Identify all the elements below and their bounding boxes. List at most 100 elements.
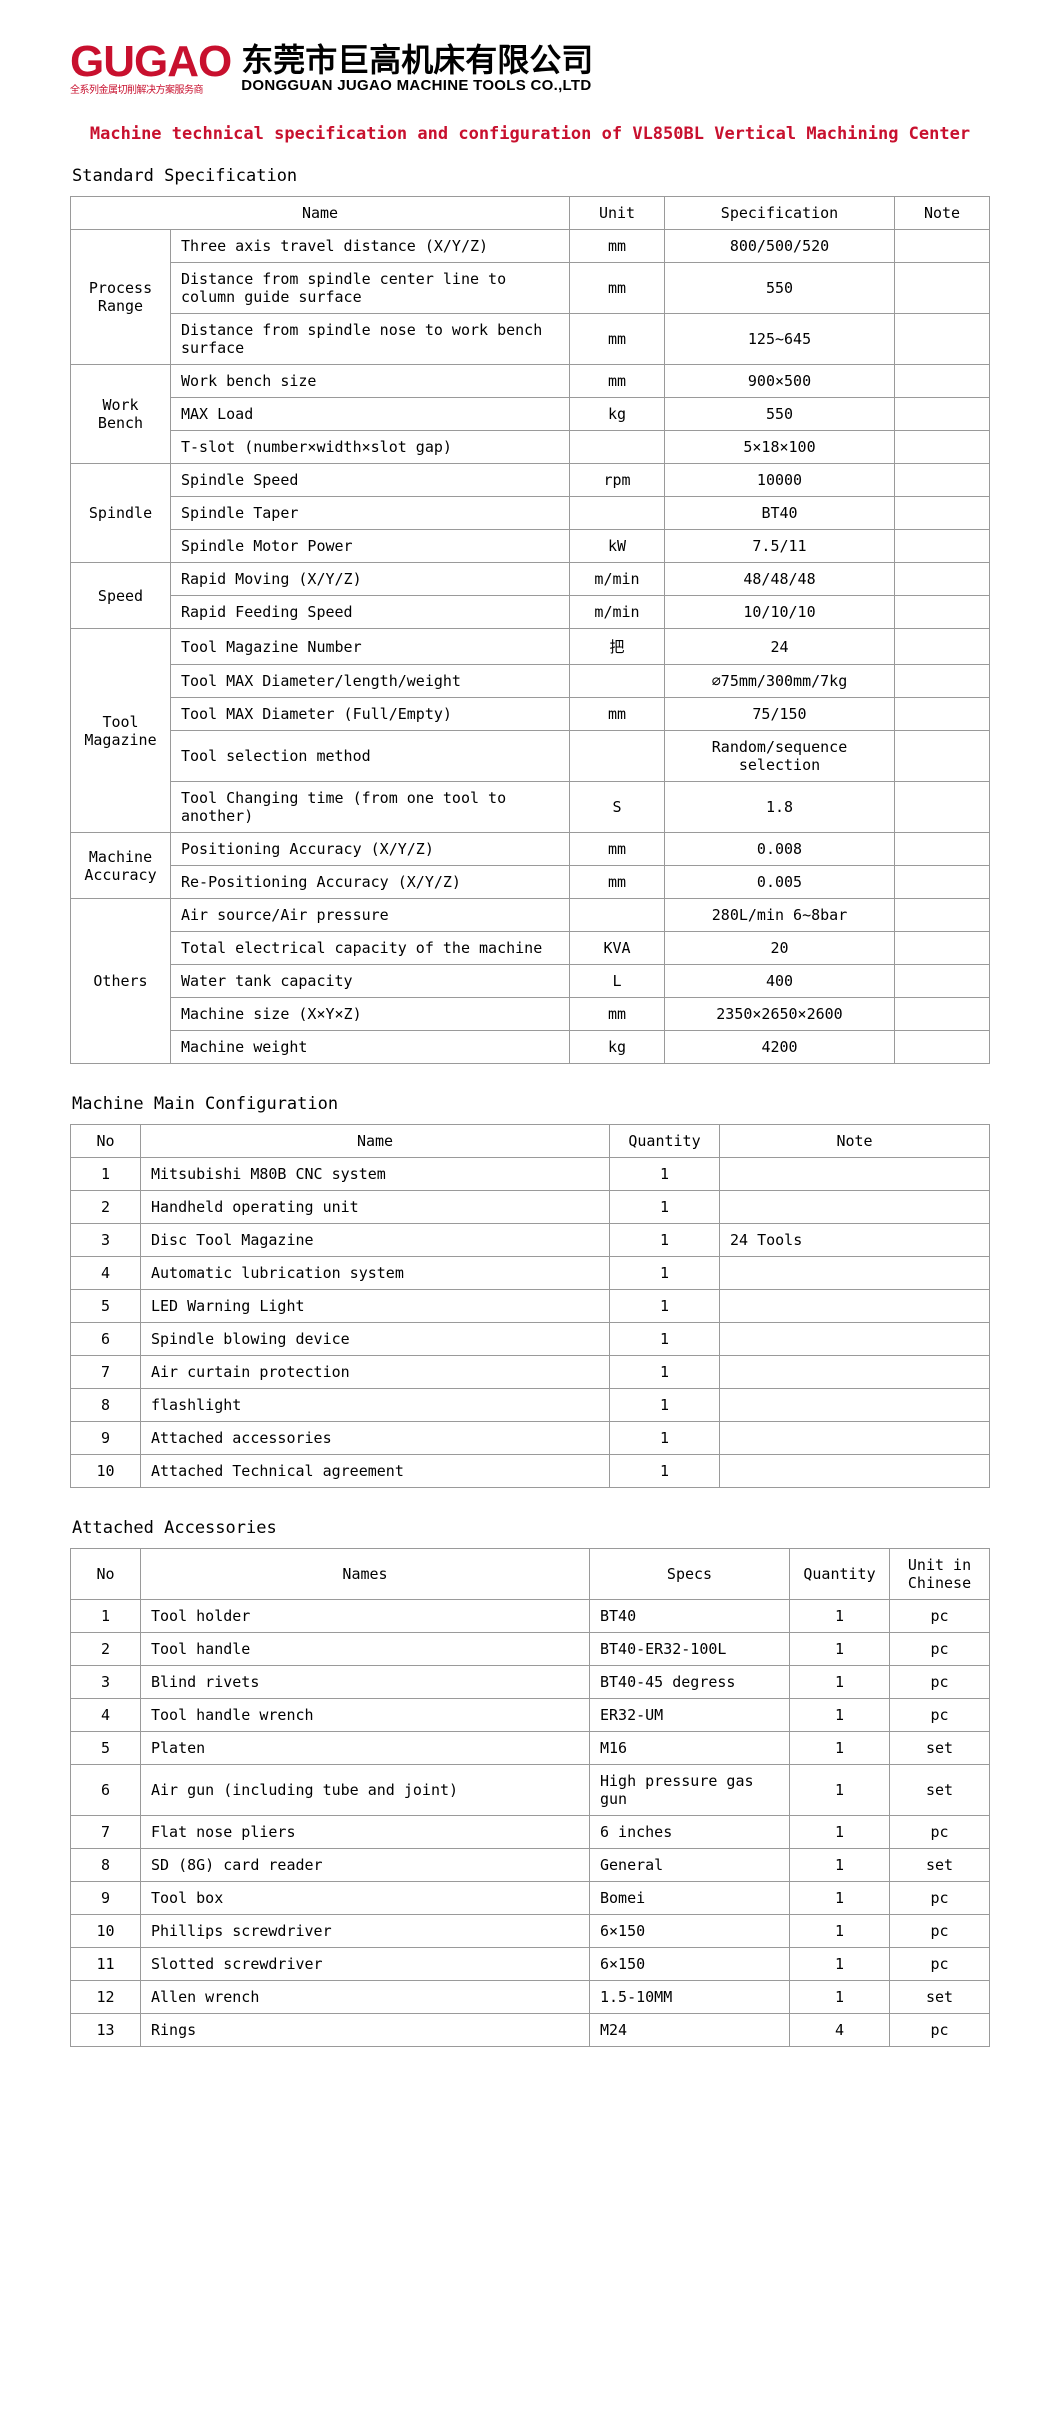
acc-spec-cell: General [590,1849,790,1882]
acc-header-no: No [71,1549,141,1600]
acc-no-cell: 1 [71,1600,141,1633]
spec-table-body: Process RangeThree axis travel distance … [71,230,990,1064]
spec-note-cell [895,263,990,314]
spec-note-cell [895,965,990,998]
spec-spec-cell: 75/150 [665,698,895,731]
config-table-body: 1Mitsubishi M80B CNC system12Handheld op… [71,1158,990,1488]
spec-note-cell [895,314,990,365]
config-no-cell: 10 [71,1455,141,1488]
config-qty-cell: 1 [610,1191,720,1224]
spec-name-cell: Spindle Taper [171,497,570,530]
acc-qty-cell: 1 [790,1765,890,1816]
spec-name-cell: Tool MAX Diameter (Full/Empty) [171,698,570,731]
spec-row: Re-Positioning Accuracy (X/Y/Z)mm0.005 [71,866,990,899]
spec-name-cell: Positioning Accuracy (X/Y/Z) [171,833,570,866]
config-row: 9Attached accessories1 [71,1422,990,1455]
config-note-cell [720,1290,990,1323]
config-qty-cell: 1 [610,1356,720,1389]
spec-name-cell: T-slot (number×width×slot gap) [171,431,570,464]
spec-note-cell [895,464,990,497]
acc-no-cell: 10 [71,1915,141,1948]
acc-no-cell: 11 [71,1948,141,1981]
acc-row: 8SD (8G) card readerGeneral1set [71,1849,990,1882]
acc-header-spec: Specs [590,1549,790,1600]
spec-name-cell: Machine weight [171,1031,570,1064]
acc-unit-cell: pc [890,1948,990,1981]
acc-name-cell: Tool handle wrench [141,1699,590,1732]
acc-qty-cell: 1 [790,1981,890,2014]
acc-no-cell: 4 [71,1699,141,1732]
acc-row: 13RingsM244pc [71,2014,990,2047]
spec-unit-cell: L [570,965,665,998]
spec-spec-cell: 550 [665,263,895,314]
acc-row: 7Flat nose pliers6 inches1pc [71,1816,990,1849]
logo-right: 东莞市巨高机床有限公司 DONGGUAN JUGAO MACHINE TOOLS… [241,44,593,93]
config-no-cell: 8 [71,1389,141,1422]
spec-group-cell: Spindle [71,464,171,563]
acc-qty-cell: 1 [790,1849,890,1882]
config-no-cell: 4 [71,1257,141,1290]
config-header-qty: Quantity [610,1125,720,1158]
acc-row: 1Tool holderBT401pc [71,1600,990,1633]
spec-note-cell [895,629,990,665]
config-name-cell: LED Warning Light [141,1290,610,1323]
config-name-cell: Disc Tool Magazine [141,1224,610,1257]
acc-qty-cell: 1 [790,1915,890,1948]
spec-spec-cell: 10/10/10 [665,596,895,629]
spec-note-cell [895,563,990,596]
spec-row: Tool selection methodRandom/sequence sel… [71,731,990,782]
configuration-table: No Name Quantity Note 1Mitsubishi M80B C… [70,1124,990,1488]
acc-unit-cell: pc [890,2014,990,2047]
spec-unit-cell: S [570,782,665,833]
spec-spec-cell: 280L/min 6~8bar [665,899,895,932]
acc-no-cell: 13 [71,2014,141,2047]
config-note-cell [720,1455,990,1488]
spec-row: Tool MagazineTool Magazine Number把24 [71,629,990,665]
acc-spec-cell: 1.5-10MM [590,1981,790,2014]
spec-table-head: Name Unit Specification Note [71,197,990,230]
acc-qty-cell: 1 [790,1633,890,1666]
config-row: 1Mitsubishi M80B CNC system1 [71,1158,990,1191]
acc-unit-cell: pc [890,1915,990,1948]
spec-name-cell: Rapid Moving (X/Y/Z) [171,563,570,596]
config-row: 8flashlight1 [71,1389,990,1422]
spec-unit-cell: mm [570,998,665,1031]
spec-spec-cell: 1.8 [665,782,895,833]
acc-header-row: No Names Specs Quantity Unit in Chinese [71,1549,990,1600]
spec-row: Spindle TaperBT40 [71,497,990,530]
spec-group-cell: Speed [71,563,171,629]
config-qty-cell: 1 [610,1455,720,1488]
logo-en-text: DONGGUAN JUGAO MACHINE TOOLS CO.,LTD [241,78,593,93]
spec-group-cell: Machine Accuracy [71,833,171,899]
section-title-config: Machine Main Configuration [72,1094,990,1114]
spec-note-cell [895,698,990,731]
spec-row: SpeedRapid Moving (X/Y/Z)m/min48/48/48 [71,563,990,596]
spec-note-cell [895,932,990,965]
config-no-cell: 5 [71,1290,141,1323]
spec-note-cell [895,398,990,431]
spec-name-cell: Spindle Motor Power [171,530,570,563]
spec-name-cell: Three axis travel distance (X/Y/Z) [171,230,570,263]
acc-row: 9Tool boxBomei1pc [71,1882,990,1915]
config-name-cell: Attached Technical agreement [141,1455,610,1488]
config-name-cell: Attached accessories [141,1422,610,1455]
spec-name-cell: Distance from spindle nose to work bench… [171,314,570,365]
spec-group-cell: Process Range [71,230,171,365]
acc-spec-cell: M24 [590,2014,790,2047]
company-logo: GUGAO 全系列金属切削解决方案服务商 东莞市巨高机床有限公司 DONGGUA… [70,40,990,96]
acc-row: 6Air gun (including tube and joint)High … [71,1765,990,1816]
acc-name-cell: Flat nose pliers [141,1816,590,1849]
spec-unit-cell: mm [570,365,665,398]
spec-unit-cell [570,665,665,698]
spec-unit-cell [570,431,665,464]
spec-unit-cell: m/min [570,563,665,596]
spec-spec-cell: 10000 [665,464,895,497]
spec-unit-cell: mm [570,314,665,365]
config-qty-cell: 1 [610,1158,720,1191]
spec-row: SpindleSpindle Speedrpm10000 [71,464,990,497]
acc-name-cell: Slotted screwdriver [141,1948,590,1981]
acc-no-cell: 5 [71,1732,141,1765]
acc-qty-cell: 1 [790,1732,890,1765]
acc-unit-cell: pc [890,1633,990,1666]
config-note-cell [720,1389,990,1422]
